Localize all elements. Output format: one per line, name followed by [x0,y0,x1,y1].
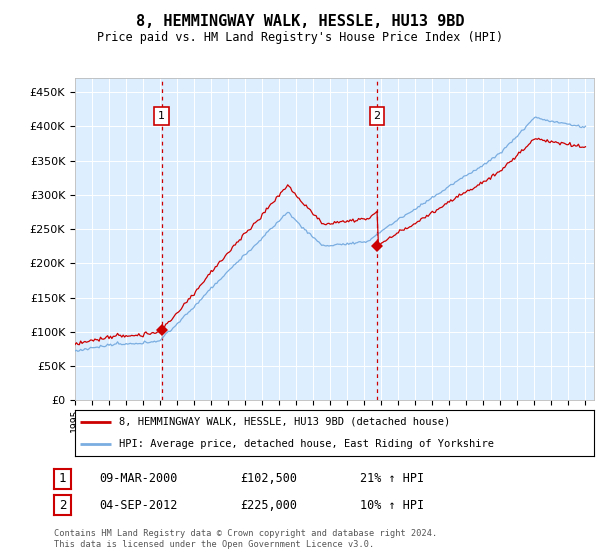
Text: 8, HEMMINGWAY WALK, HESSLE, HU13 9BD (detached house): 8, HEMMINGWAY WALK, HESSLE, HU13 9BD (de… [119,417,451,427]
Text: 21% ↑ HPI: 21% ↑ HPI [360,472,424,486]
Text: 10% ↑ HPI: 10% ↑ HPI [360,498,424,512]
Text: Price paid vs. HM Land Registry's House Price Index (HPI): Price paid vs. HM Land Registry's House … [97,31,503,44]
Text: 2: 2 [373,111,380,121]
Text: 04-SEP-2012: 04-SEP-2012 [99,498,178,512]
Text: £225,000: £225,000 [240,498,297,512]
Text: 2: 2 [59,498,66,512]
Text: 09-MAR-2000: 09-MAR-2000 [99,472,178,486]
Text: HPI: Average price, detached house, East Riding of Yorkshire: HPI: Average price, detached house, East… [119,438,494,449]
Text: £102,500: £102,500 [240,472,297,486]
Text: 1: 1 [59,472,66,486]
Text: 1: 1 [158,111,165,121]
Text: 8, HEMMINGWAY WALK, HESSLE, HU13 9BD: 8, HEMMINGWAY WALK, HESSLE, HU13 9BD [136,14,464,29]
Text: Contains HM Land Registry data © Crown copyright and database right 2024.
This d: Contains HM Land Registry data © Crown c… [54,529,437,549]
